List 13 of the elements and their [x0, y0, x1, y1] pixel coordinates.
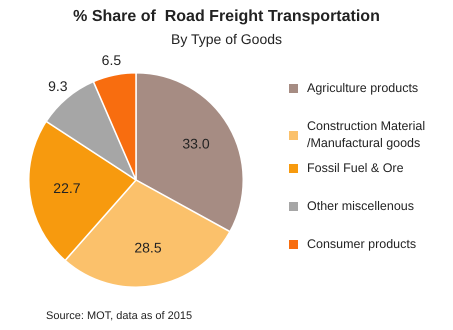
data-label: 6.5 — [102, 52, 122, 68]
legend-label: Consumer products — [307, 236, 418, 253]
data-label: 28.5 — [134, 240, 162, 256]
legend-label: Agriculture products — [307, 80, 420, 97]
data-label: 33.0 — [182, 135, 210, 152]
source-note: Source: MOT, data as of 2015 — [46, 310, 192, 322]
legend-label: Fossil Fuel & Ore — [307, 160, 405, 177]
chart-title: % Share of Road Freight Transportation — [72, 8, 381, 26]
legend-label: Other miscellenous — [307, 198, 415, 215]
legend-label: Construction Material /Manufactural goods — [307, 118, 426, 152]
data-label: 22.7 — [53, 180, 81, 196]
data-label: 9.3 — [48, 78, 68, 94]
chart-subtitle: By Type of Goods — [170, 31, 284, 47]
